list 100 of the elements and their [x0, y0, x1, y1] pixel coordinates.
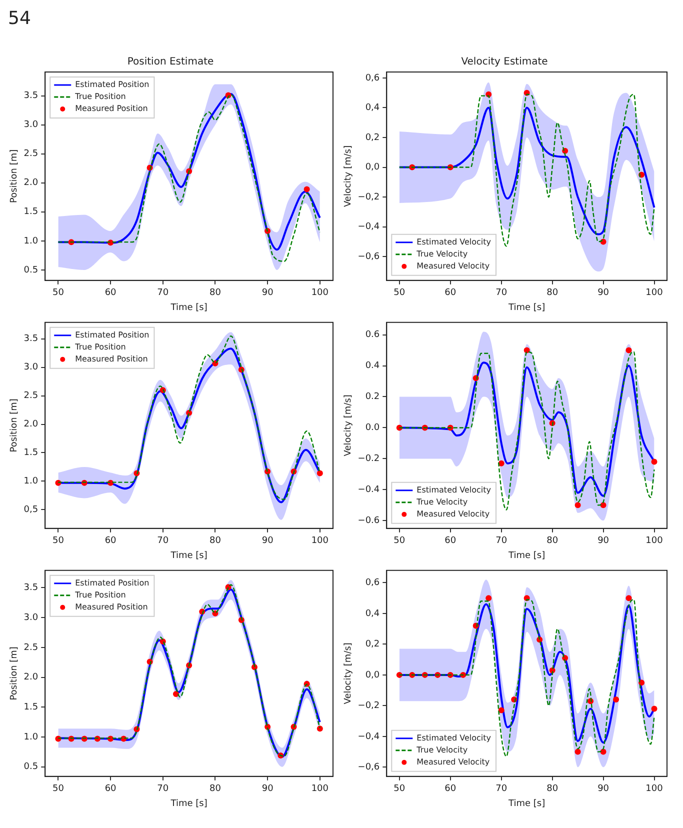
y-tick-label: 0,6: [365, 73, 380, 84]
y-tick-label: 0,6: [365, 578, 380, 588]
x-tick-label: 60: [104, 784, 117, 794]
legend-label: True Velocity: [416, 497, 468, 506]
legend-label: Estimated Position: [75, 578, 150, 588]
x-tick-label: 70: [496, 536, 508, 546]
y-tick-label: −0.2: [358, 454, 380, 464]
y-tick-label: 3.0: [24, 612, 38, 623]
x-tick-label: 50: [394, 536, 406, 546]
y-tick-label: 1.0: [24, 476, 38, 487]
point: [316, 726, 323, 732]
y-tick-label: 0.5: [24, 265, 38, 276]
y-tick-label: −0,2: [358, 701, 380, 712]
point: [498, 460, 504, 466]
legend-label: Estimated Velocity: [416, 485, 492, 494]
y-tick-label: 3.5: [24, 334, 38, 344]
y-tick-label: −0,2: [358, 192, 380, 202]
y-tick-label: 1.5: [24, 207, 38, 218]
point: [626, 595, 632, 602]
x-tick-label: 70: [496, 288, 508, 298]
y-tick-label: 0,0: [365, 670, 380, 680]
x-tick-label: 60: [104, 536, 117, 546]
x-tick-label: 80: [210, 536, 222, 546]
x-tick-label: 70: [157, 288, 169, 298]
y-tick-label: 3.0: [24, 362, 38, 373]
legend-label: True Position: [74, 92, 126, 102]
x-tick-label: 80: [546, 536, 558, 546]
x-tick-label: 90: [598, 288, 610, 298]
y-tick-label: 0,2: [365, 132, 380, 143]
point: [651, 458, 658, 465]
y-tick-label: 0.2: [365, 392, 380, 402]
y-tick-label: −0,6: [358, 252, 380, 262]
legend-label: Estimated Velocity: [416, 237, 492, 246]
x-tick-label: 50: [52, 288, 64, 298]
point: [574, 748, 581, 755]
x-axis-title: Time [s]: [170, 550, 208, 561]
y-tick-label: 3.5: [24, 91, 38, 102]
y-tick-label: 0.5: [24, 762, 38, 772]
x-axis-title: Time [s]: [508, 550, 546, 561]
x-tick-label: 100: [311, 288, 329, 298]
point: [651, 706, 658, 712]
legend-label: Measured Position: [75, 602, 148, 612]
y-tick-label: 2.5: [24, 391, 38, 402]
y-tick-label: 3.5: [24, 583, 38, 594]
x-axis-title: Time [s]: [170, 302, 208, 313]
chart-title: Position Estimate: [127, 56, 214, 68]
y-tick-label: 1.0: [24, 732, 38, 742]
y-tick-label: −0,6: [358, 762, 380, 773]
legend-label: Measured Velocity: [416, 509, 490, 518]
y-tick-label: 0,0: [365, 162, 380, 173]
y-tick-label: −0.4: [358, 485, 380, 496]
point: [498, 707, 504, 714]
y-tick-label: 2.5: [24, 642, 38, 653]
y-axis-title: Velocity [m/s]: [344, 394, 354, 456]
x-tick-label: 100: [646, 536, 664, 546]
x-axis-title: Time [s]: [170, 798, 208, 809]
point: [304, 186, 310, 192]
legend-label: Measured Position: [75, 354, 148, 364]
x-tick-label: 70: [157, 536, 169, 546]
x-axis-title: Time [s]: [508, 302, 546, 313]
legend-label: True Velocity: [416, 249, 468, 258]
x-tick-label: 80: [210, 288, 222, 298]
x-tick-label: 70: [157, 784, 169, 794]
x-tick-label: 50: [394, 288, 406, 298]
point: [316, 470, 323, 476]
y-tick-label: 2.0: [24, 178, 38, 188]
x-tick-label: 100: [311, 784, 329, 794]
x-tick-label: 80: [546, 288, 558, 298]
x-tick-label: 60: [444, 536, 456, 546]
legend-label: Measured Velocity: [416, 261, 490, 270]
y-tick-label: 2.5: [24, 149, 38, 160]
x-tick-label: 80: [210, 784, 222, 794]
legend-label: Measured Position: [75, 104, 148, 114]
y-tick-label: 0,4: [365, 608, 380, 619]
legend-label: True Position: [74, 342, 126, 352]
y-tick-label: 0.0: [365, 423, 380, 434]
legend-label: Measured Velocity: [416, 757, 490, 766]
y-axis-title: Velocity [m/s]: [344, 145, 354, 208]
x-axis-title: Time [s]: [508, 798, 546, 809]
x-tick-label: 80: [546, 784, 558, 794]
y-axis-title: Position [m]: [10, 646, 20, 700]
y-tick-label: 1.0: [24, 236, 38, 246]
y-tick-label: 1.5: [24, 702, 38, 712]
point: [486, 595, 492, 602]
chart-title: Velocity Estimate: [461, 56, 548, 68]
y-axis-title: Position [m]: [10, 149, 20, 204]
text: 54: [8, 8, 31, 29]
x-tick-label: 60: [444, 288, 456, 298]
y-axis-title: Position [m]: [10, 398, 20, 452]
x-tick-label: 60: [444, 784, 456, 794]
x-tick-label: 50: [394, 784, 406, 794]
y-tick-label: 0.4: [365, 361, 380, 372]
x-tick-label: 90: [262, 536, 274, 546]
legend-label: True Position: [74, 590, 126, 600]
y-tick-label: −0.6: [358, 516, 380, 526]
point: [574, 502, 581, 508]
y-tick-label: 2.0: [24, 672, 38, 683]
y-tick-label: 0.6: [365, 330, 380, 340]
x-tick-label: 100: [311, 536, 329, 546]
legend-label: True Velocity: [416, 745, 468, 754]
